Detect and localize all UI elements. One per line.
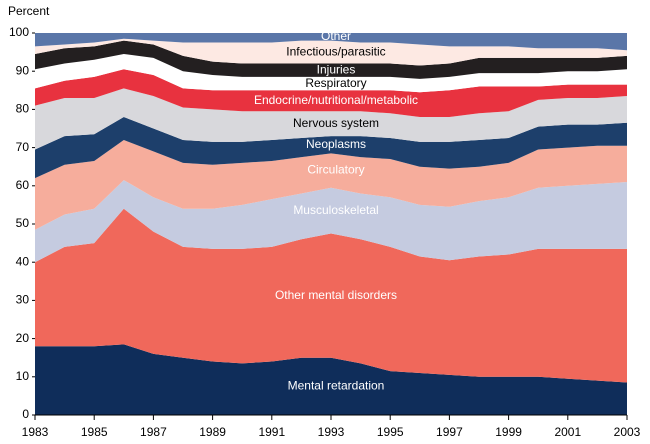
x-tick-label: 2001 (554, 425, 581, 439)
y-tick-label: 100 (9, 25, 29, 39)
y-tick-label: 50 (16, 216, 30, 230)
series-label: Respiratory (305, 76, 366, 90)
x-tick-label: 1987 (140, 425, 167, 439)
y-tick-label: 10 (16, 369, 30, 383)
y-axis-label: Percent (8, 4, 50, 18)
y-tick-label: 40 (16, 254, 30, 268)
x-tick-label: 1991 (258, 425, 285, 439)
y-tick-label: 70 (16, 140, 30, 154)
area (35, 344, 627, 415)
area (35, 40, 627, 79)
x-tick-label: 1985 (81, 425, 108, 439)
series-label: Musculoskeletal (293, 203, 378, 217)
y-tick-label: 20 (16, 331, 30, 345)
y-tick-label: 30 (16, 293, 30, 307)
area (35, 139, 627, 230)
area (35, 180, 627, 263)
y-tick-label: 60 (16, 178, 30, 192)
x-tick-label: 1997 (436, 425, 463, 439)
series-label: Infectious/parasitic (286, 44, 385, 58)
series-label: Other (321, 29, 351, 43)
x-tick-label: 1993 (318, 425, 345, 439)
x-tick-label: 1999 (495, 425, 522, 439)
series-label: Neoplasms (306, 137, 366, 151)
x-tick-label: 2003 (614, 425, 641, 439)
area (35, 38, 627, 66)
series-label: Other mental disorders (275, 288, 397, 302)
area (35, 88, 627, 150)
area (35, 117, 627, 179)
y-tick-label: 90 (16, 63, 30, 77)
series-label: Mental retardation (288, 379, 385, 393)
area (35, 69, 627, 118)
area (35, 33, 627, 51)
series-label: Circulatory (307, 163, 364, 177)
area (35, 54, 627, 93)
y-tick-label: 80 (16, 102, 30, 116)
series-label: Nervous system (293, 116, 379, 130)
x-tick-label: 1983 (22, 425, 49, 439)
series-label: Endocrine/nutritional/metabolic (254, 93, 418, 107)
x-tick-label: 1989 (199, 425, 226, 439)
area (35, 208, 627, 383)
y-tick-label: 0 (22, 407, 29, 421)
series-label: Injuries (317, 62, 356, 76)
x-tick-label: 1995 (377, 425, 404, 439)
